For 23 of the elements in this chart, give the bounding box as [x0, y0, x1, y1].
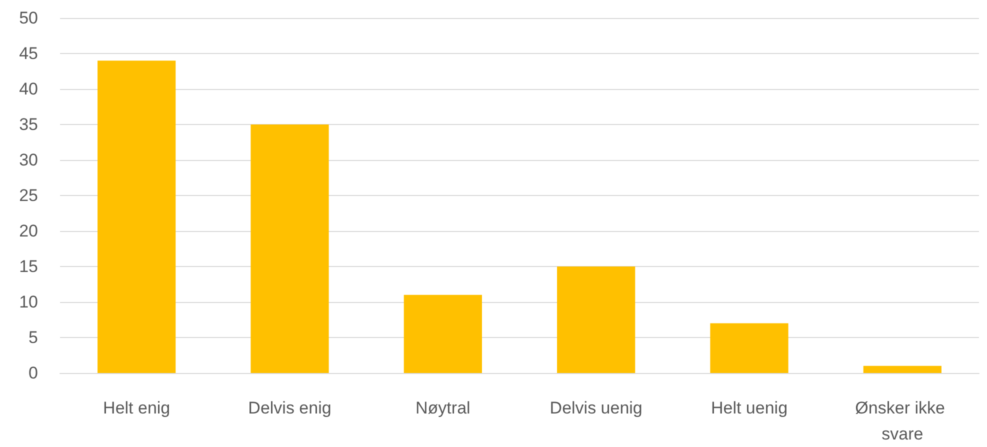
y-tick-label: 25 [19, 186, 38, 205]
bar [250, 124, 329, 373]
bar [557, 266, 636, 373]
bar [710, 323, 788, 373]
y-tick-label: 50 [19, 8, 38, 28]
y-tick-label: 40 [19, 80, 38, 98]
x-tick-label: Helt uenig [710, 398, 788, 418]
x-tick-label: Ønsker ikke svare [855, 398, 950, 444]
bar [404, 294, 482, 373]
y-tick-label: 45 [19, 44, 38, 63]
y-tick-label: 15 [19, 257, 38, 276]
y-tick-label: 0 [28, 364, 38, 382]
y-tick-label: 20 [19, 222, 38, 240]
y-tick-label: 35 [19, 115, 38, 134]
x-tick-label: Helt enig [103, 398, 170, 418]
y-tick-label: 30 [19, 150, 38, 170]
y-tick-label: 10 [19, 292, 38, 312]
x-tick-label: Nøytral [416, 398, 470, 418]
y-tick-label: 5 [28, 328, 38, 347]
bar [863, 366, 942, 373]
bar [98, 60, 176, 373]
x-tick-label: Delvis enig [248, 398, 332, 418]
x-tick-label: Delvis uenig [550, 398, 642, 418]
